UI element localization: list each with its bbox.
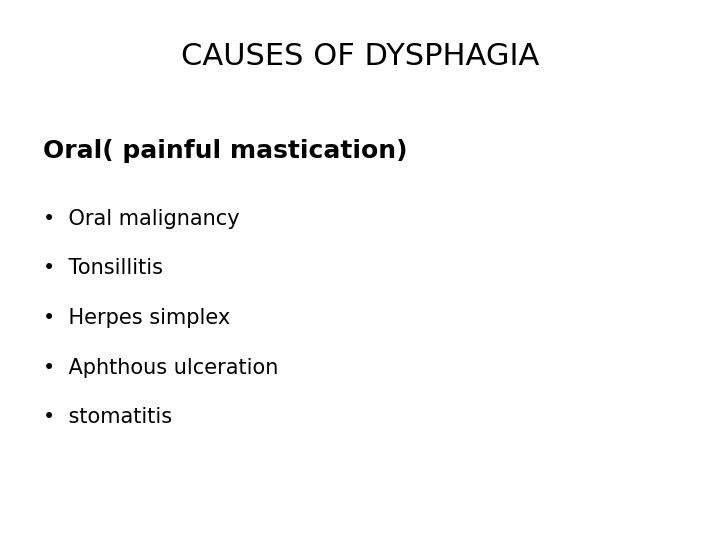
Text: •  Aphthous ulceration: • Aphthous ulceration — [43, 357, 279, 378]
Text: Oral( painful mastication): Oral( painful mastication) — [43, 139, 408, 163]
Text: •  Herpes simplex: • Herpes simplex — [43, 308, 230, 328]
Text: CAUSES OF DYSPHAGIA: CAUSES OF DYSPHAGIA — [181, 42, 539, 71]
Text: •  Oral malignancy: • Oral malignancy — [43, 208, 240, 229]
Text: •  Tonsillitis: • Tonsillitis — [43, 258, 163, 279]
Text: •  stomatitis: • stomatitis — [43, 407, 172, 428]
